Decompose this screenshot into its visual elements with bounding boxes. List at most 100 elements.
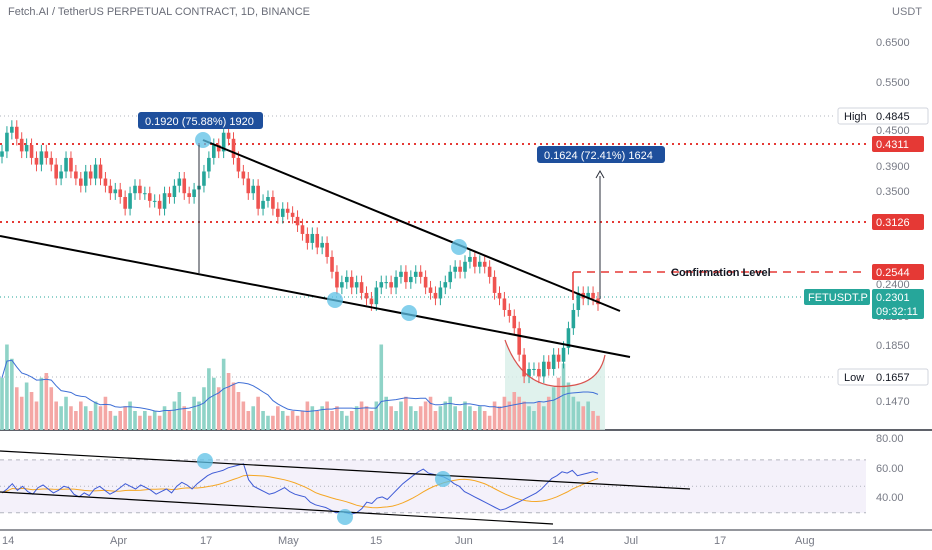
volume-bar [596,415,600,430]
volume-bar [280,411,285,430]
candle [586,292,590,299]
volume-bar [374,401,379,430]
candle [458,266,462,272]
tag-3126-bg [872,214,924,230]
volume-bar [300,411,305,430]
volume-bar [34,401,39,430]
volume-bar [197,401,201,430]
rsi-touch-marker [197,453,213,469]
candle [394,276,398,288]
chart-title: Fetch.AI / TetherUS PERPETUAL CONTRACT, … [8,6,310,18]
volume-bar [19,396,24,430]
volume-bar [246,411,251,430]
candle [448,271,453,283]
volume-bar [103,396,108,430]
volume-bar [39,377,44,430]
candle [128,193,132,209]
volume-bar [581,406,586,430]
volume-bar [463,401,467,430]
volume-bar [231,382,236,430]
price-tick-label: 0.1850 [876,340,910,352]
candle [542,361,546,377]
candle [497,292,502,299]
candle [443,282,448,288]
volume-bar [5,344,9,430]
volume-bar [571,396,576,430]
candle [477,261,482,267]
candle [256,185,260,209]
candle [167,193,172,198]
candle [74,171,78,179]
candle [300,225,305,234]
volume-bar [404,396,408,430]
candle [527,368,531,377]
time-tick-label: Jul [624,535,638,547]
volume-bar [79,401,83,430]
candle [330,256,334,272]
candle [187,193,191,198]
volume-bar [359,401,364,430]
rsi-tick-label: 60.00 [876,463,904,475]
tag-2544: 0.2544 [876,267,910,279]
volume-bar [418,406,423,430]
volume-bar [305,401,310,430]
candle [374,287,379,305]
candle [433,292,438,299]
candle [138,185,142,194]
volume-bar [162,406,167,430]
volume-bar [546,396,551,430]
candle [290,212,295,217]
volume-bar [482,411,487,430]
rsi-ma-line [1,474,599,509]
wedge-lower-line [0,235,631,358]
volume-bar [128,401,132,430]
candle [216,145,221,152]
candle [438,287,443,299]
volume-bar [123,406,127,430]
candle [241,171,246,179]
candle [517,328,521,355]
candle [487,266,492,277]
candle [113,189,118,194]
volume-bar [83,406,88,430]
price-tick-label: 0.3500 [876,186,910,198]
volume-bar [433,411,438,430]
volume-bar [0,377,4,430]
candle [566,328,571,348]
candle [162,193,167,209]
candle [276,208,280,217]
cup-curve [504,339,606,388]
volume-bar [266,415,270,430]
volume-bar [256,396,260,430]
candle [212,145,216,158]
candle [108,185,113,194]
volume-bar [157,415,162,430]
time-tick-label: Aug [795,535,815,547]
volume-bar [108,411,113,430]
rsi-touch-marker [435,471,451,487]
volume-bar [413,411,418,430]
volume-bar [542,406,546,430]
tag-2544-bg [872,264,924,280]
volume-bar [423,401,428,430]
candle [236,157,241,172]
rsi-line [1,463,599,515]
candle [349,276,354,288]
candle [418,271,423,277]
volume-bar [537,401,541,430]
volume-bar [118,411,123,430]
low-tag-label: Low [844,372,864,384]
price-tick-label: 0.1470 [876,396,910,408]
symbol-tag: FETUSDT.P [808,292,868,304]
candle [14,126,19,139]
volume-bar [59,406,63,430]
candle [39,151,44,165]
candle [428,287,433,293]
candle [502,298,507,310]
candle [532,368,536,370]
volume-bar [448,396,453,430]
candle [492,276,497,293]
volume-bar [212,377,216,430]
candle [473,256,477,267]
